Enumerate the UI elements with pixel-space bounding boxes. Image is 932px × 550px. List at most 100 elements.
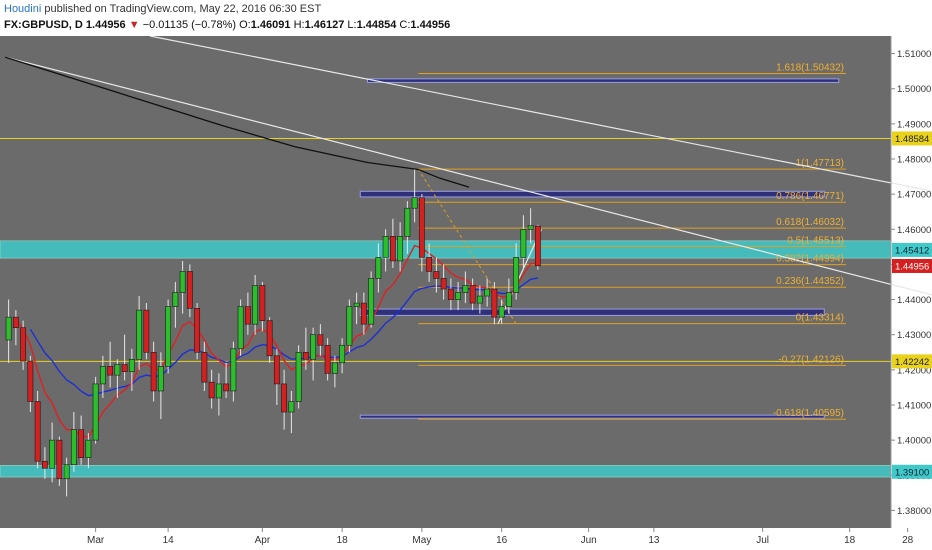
change-value: −0.01135 (−0.78%) bbox=[142, 19, 237, 31]
candle-41 bbox=[302, 327, 309, 370]
time-axis[interactable] bbox=[0, 528, 932, 550]
candle-body bbox=[172, 292, 179, 307]
candle-20 bbox=[150, 341, 157, 402]
candle-body bbox=[186, 271, 193, 309]
band-tag-1-bg bbox=[892, 464, 932, 479]
fib-trend-line bbox=[417, 168, 517, 324]
band-tag-1: 1.39100 bbox=[892, 464, 932, 479]
candle-body bbox=[353, 302, 360, 307]
y-tick-label-3: 1.48000 bbox=[897, 155, 931, 166]
candle-0 bbox=[5, 299, 12, 363]
open-label: O: bbox=[239, 19, 251, 31]
candle-67 bbox=[491, 282, 498, 325]
band-tag-1-text: 1.39100 bbox=[895, 467, 929, 478]
candle-59 bbox=[433, 257, 440, 293]
candle-body bbox=[143, 309, 150, 353]
candle-body bbox=[397, 236, 404, 262]
high-value: 1.46127 bbox=[304, 19, 345, 31]
candle-body bbox=[462, 285, 469, 293]
last-price-tag: 1.44956 bbox=[892, 258, 932, 273]
candle-23 bbox=[172, 282, 179, 328]
moving-averages bbox=[4, 56, 539, 438]
candle-29 bbox=[215, 373, 222, 416]
time-axis-ticks: Mar 14 Apr 18 May 16 Jun 13 Jul 18 28 bbox=[87, 528, 914, 546]
candle-body bbox=[469, 285, 476, 304]
candle-37 bbox=[273, 348, 280, 405]
candle-66 bbox=[484, 278, 491, 307]
candle-body bbox=[360, 302, 367, 325]
candle-body bbox=[484, 288, 491, 297]
candle-body bbox=[230, 348, 237, 392]
candle-body bbox=[201, 351, 208, 383]
candle-body bbox=[426, 257, 433, 272]
fib-label-9: -0.618(1.40595) bbox=[773, 408, 844, 419]
candle-body bbox=[244, 306, 251, 325]
candle-body bbox=[237, 306, 244, 350]
candle-body bbox=[41, 460, 48, 469]
support-band-1 bbox=[0, 465, 892, 478]
candle-body bbox=[476, 295, 483, 304]
candle-body bbox=[411, 197, 418, 209]
candle-body bbox=[12, 316, 19, 328]
symbol-label[interactable]: FX:GBPUSD, D bbox=[4, 19, 83, 31]
candle-body bbox=[389, 236, 396, 262]
open-value: 1.46091 bbox=[250, 19, 291, 31]
fib-label-6: 0.236(1.44352) bbox=[776, 276, 844, 287]
candle-24 bbox=[179, 260, 186, 314]
change-down-icon: ▼ bbox=[128, 19, 140, 31]
candle-72 bbox=[527, 208, 534, 244]
y-tick-label-8: 1.43000 bbox=[897, 330, 931, 341]
level-tag-1-bg bbox=[892, 354, 932, 369]
price-axis[interactable] bbox=[891, 36, 932, 528]
candle-62 bbox=[455, 282, 462, 311]
candle-19 bbox=[143, 303, 150, 360]
candle-body bbox=[223, 383, 230, 392]
candle-57 bbox=[418, 194, 425, 272]
last-price-tag-bg bbox=[892, 258, 932, 273]
candle-10 bbox=[78, 415, 85, 465]
candle-body bbox=[404, 207, 411, 237]
x-tick-label-5: 16 bbox=[496, 535, 508, 546]
candle-44 bbox=[324, 338, 331, 381]
zone-0 bbox=[367, 78, 840, 83]
candle-31 bbox=[230, 341, 237, 402]
candle-56 bbox=[411, 169, 418, 223]
candle-38 bbox=[281, 369, 288, 430]
x-tick-label-4: May bbox=[412, 535, 431, 546]
candle-54 bbox=[397, 222, 404, 272]
candle-body bbox=[92, 383, 99, 441]
candle-4 bbox=[34, 390, 41, 469]
candle-body bbox=[273, 355, 280, 385]
x-tick-label-9: 18 bbox=[844, 535, 856, 546]
candle-body bbox=[295, 351, 302, 402]
y-tick-label-0: 1.51000 bbox=[897, 49, 931, 60]
trendline-0 bbox=[149, 36, 932, 192]
candle-48 bbox=[353, 292, 360, 325]
candle-body bbox=[447, 288, 454, 300]
candle-body bbox=[302, 351, 309, 360]
y-tick-label-9: 1.42000 bbox=[897, 365, 931, 376]
fib-label-3: 0.618(1.46032) bbox=[776, 217, 844, 228]
level-tag-0-bg bbox=[892, 131, 932, 146]
candle-body bbox=[215, 383, 222, 399]
supply-demand-zones bbox=[359, 78, 840, 419]
candle-body bbox=[491, 288, 498, 318]
author-link[interactable]: Houdini bbox=[4, 3, 42, 15]
candle-15 bbox=[114, 359, 121, 398]
zone-3 bbox=[359, 414, 825, 419]
candle-60 bbox=[440, 264, 447, 300]
candle-35 bbox=[259, 282, 266, 332]
candle-45 bbox=[331, 355, 338, 388]
candle-body bbox=[56, 439, 63, 480]
fib-label-5: 0.382(1.44994) bbox=[776, 254, 844, 265]
candle-64 bbox=[469, 278, 476, 311]
candle-36 bbox=[266, 317, 273, 363]
price-chart[interactable]: 1.618(1.50432) 1(1.47713) 0.786(1.46771) 0.… bbox=[0, 36, 932, 550]
candle-body bbox=[150, 351, 157, 392]
level-tag-1-text: 1.42242 bbox=[895, 357, 929, 368]
y-tick-label-7: 1.44000 bbox=[897, 295, 931, 306]
publish-info: Houdini published on TradingView.com, Ma… bbox=[4, 3, 321, 15]
band-tag-0-bg bbox=[892, 242, 932, 257]
candle-69 bbox=[505, 278, 512, 314]
x-tick-label-3: 18 bbox=[337, 535, 349, 546]
